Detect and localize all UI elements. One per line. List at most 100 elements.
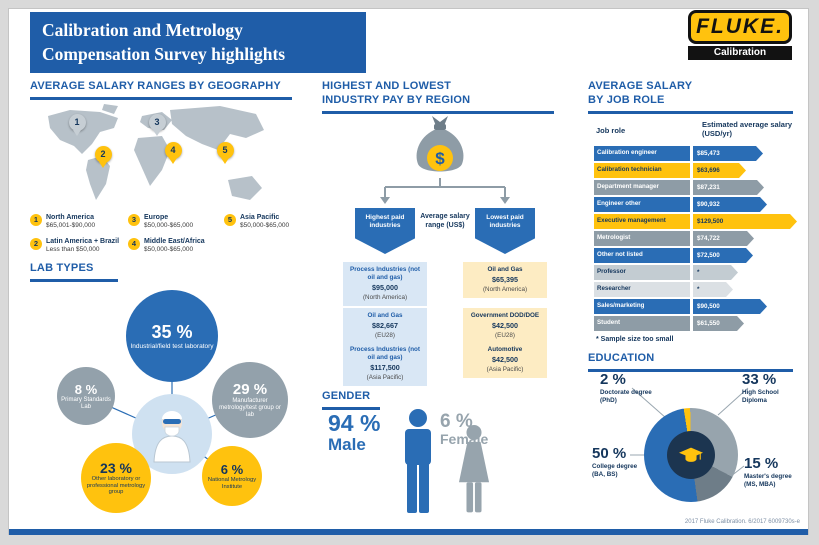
pay-region: (Asia Pacific) [366, 373, 404, 381]
map-marker-2: 2 [94, 146, 112, 168]
salary-bar: $85,473 [693, 146, 763, 161]
education-pct: 50 % [592, 445, 627, 462]
legend-region-name: Europe [144, 214, 169, 221]
job-role-label: Calibration engineer [594, 146, 690, 161]
salary-value: $74,722 [697, 235, 720, 242]
female-percentage: 6 % [440, 411, 473, 432]
map-marker-5: 5 [216, 142, 234, 164]
education-high-school: 33 % High School Diploma [742, 372, 804, 405]
salary-value: $90,932 [697, 201, 720, 208]
heading-rule [322, 110, 554, 114]
education-pct: 15 % [744, 455, 779, 472]
job-role-label: Student [594, 316, 690, 331]
map-marker-number: 3 [148, 114, 166, 131]
highest-pay-box-1: Process Industries (not oil and gas) $95… [343, 262, 427, 306]
male-stat: 94 % Male [328, 412, 394, 455]
education-label: Master's degree (MS, MBA) [744, 473, 792, 488]
highest-paid-label: Highest paid industries [365, 214, 405, 230]
table-row: Student $61,550 [594, 316, 810, 331]
section-industry-pay-heading: HIGHEST AND LOWEST INDUSTRY PAY BY REGIO… [322, 80, 554, 114]
lab-types-heading-text: LAB TYPES [30, 262, 94, 274]
heading-rule [30, 278, 118, 282]
salary-value: * [697, 269, 700, 276]
education-label: Doctorate degree (PhD) [600, 389, 652, 404]
bubble-label: Manufacturer metrology/test group or lab [219, 398, 281, 418]
map-marker-4: 4 [164, 142, 182, 164]
legend-item-latin-america: 2 Latin America + Brazil Less than $50,0… [30, 238, 124, 255]
highest-pay-box-2: Oil and Gas $82,667 (EU28) [343, 308, 427, 344]
copyright-note: 2017 Fluke Calibration. 6/2017 6009730s-… [684, 519, 800, 525]
world-map: 1 2 3 4 5 [30, 102, 296, 214]
legend-number: 4 [128, 238, 140, 250]
pay-salary: $42,500 [492, 355, 518, 365]
table-row: Metrologist $74,722 [594, 231, 810, 246]
money-bag: $ [408, 114, 472, 183]
bubble-industrial-field: 35 % Industrial/field test laboratory [126, 290, 218, 382]
salary-bar: * [693, 282, 733, 297]
bubble-pct: 35 % [151, 321, 193, 342]
salary-bar: $87,231 [693, 180, 764, 195]
legend-number: 3 [128, 214, 140, 226]
table-row: Professor * [594, 265, 810, 280]
education-leader-lines [630, 387, 749, 481]
table-row: Executive management $129,500 [594, 214, 810, 229]
salary-value: * [697, 286, 700, 293]
section-geography-heading: AVERAGE SALARY RANGES BY GEOGRAPHY [30, 80, 292, 100]
heading-rule [588, 368, 793, 372]
page-title-line1: Calibration and Metrology [42, 20, 243, 40]
map-marker-number: 5 [216, 142, 234, 159]
heading-rule [322, 406, 380, 410]
map-marker-number: 2 [94, 146, 112, 163]
education-pct: 2 % [600, 371, 626, 388]
section-gender-heading: GENDER [322, 390, 422, 410]
map-marker-number: 4 [164, 142, 182, 159]
bubble-label: Primary Standards Lab [61, 396, 111, 410]
job-role-label: Metrologist [594, 231, 690, 246]
section-job-role-heading: AVERAGE SALARY BY JOB ROLE [588, 80, 793, 114]
male-figure-icon [405, 409, 431, 513]
salary-bar: $74,722 [693, 231, 754, 246]
salary-value: $87,231 [697, 184, 720, 191]
legend-region-range: $65,001-$90,000 [46, 222, 96, 230]
geography-heading-text: AVERAGE SALARY RANGES BY GEOGRAPHY [30, 80, 281, 92]
table-row: Sales/marketing $90,500 [594, 299, 810, 314]
job-role-heading-line1: AVERAGE SALARY [588, 80, 693, 92]
pay-salary: $95,000 [372, 283, 398, 293]
flow-connector-lines [380, 178, 510, 204]
map-marker-3: 3 [148, 114, 166, 136]
education-label: High School Diploma [742, 389, 779, 404]
map-marker-1: 1 [68, 114, 86, 136]
money-bag-icon: $ [416, 116, 464, 172]
pay-industry: Oil and Gas [487, 266, 523, 273]
pay-region: (North America) [482, 285, 528, 293]
svg-text:$: $ [435, 149, 445, 168]
job-role-label: Professor [594, 265, 690, 280]
table-row: Other not listed $72,500 [594, 248, 810, 263]
table-row: Calibration technician $63,696 [594, 163, 810, 178]
salary-bar: $129,500 [693, 214, 797, 229]
pay-salary: $42,500 [492, 321, 518, 331]
lab-technician-icon [153, 411, 191, 463]
bubble-other-laboratory: 23 % Other laboratory or professional me… [81, 443, 151, 513]
legend-region-name: Asia Pacific [240, 214, 280, 221]
donut-center [667, 431, 715, 479]
sample-size-footnote: * Sample size too small [596, 336, 674, 343]
bubble-manufacturer: 29 % Manufacturer metrology/test group o… [212, 362, 288, 438]
column-header-salary: Estimated average salary (USD/yr) [702, 120, 793, 139]
education-doctorate: 2 % Doctorate degree (PhD) [600, 372, 670, 405]
bottom-accent-bar [9, 529, 808, 535]
legend-number: 5 [224, 214, 236, 226]
education-college: 50 % College degree (BA, BS) [592, 446, 648, 479]
female-figure-icon [458, 424, 490, 513]
pay-industry: Process Industries (not oil and gas) [350, 266, 420, 282]
male-label: Male [328, 435, 366, 454]
pay-salary: $82,667 [372, 321, 398, 331]
fluke-logo-subtitle: Calibration [688, 46, 792, 60]
lab-types-bubble-chart: 35 % Industrial/field test laboratory 8 … [22, 276, 308, 524]
pay-industry: Automotive [487, 346, 523, 353]
legend-item-north-america: 1 North America $65,001-$90,000 [30, 214, 124, 231]
highest-pay-box-3: Process Industries (not oil and gas) $11… [343, 342, 427, 386]
heading-rule [588, 110, 793, 114]
legend-item-europe: 3 Europe $50,000-$65,000 [128, 214, 220, 231]
salary-value: $90,500 [697, 303, 720, 310]
